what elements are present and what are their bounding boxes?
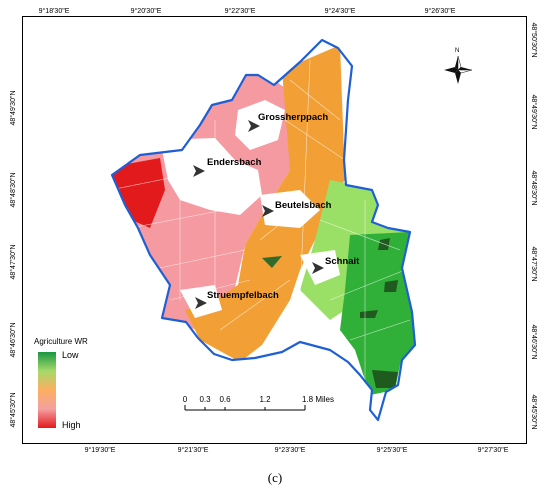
legend-high-label: High: [62, 420, 81, 430]
place-label-struempfelbach: Struempfelbach: [207, 290, 279, 301]
graticule-right-label: 48°49'30"N: [530, 94, 537, 130]
graticule-right-label: 48°50'30"N: [530, 22, 537, 58]
graticule-bottom-label: 9°27'30"E: [477, 447, 509, 454]
agriculture-wr-zones: [112, 40, 415, 420]
graticule-bottom-label: 9°25'30"E: [376, 447, 408, 454]
graticule-top-label: 9°18'30"E: [38, 8, 70, 15]
place-marker-schnait: [312, 262, 324, 274]
figure-caption: (c): [267, 470, 283, 485]
graticule-top-label: 9°24'30"E: [324, 8, 356, 15]
scale-label: 1.8 Miles: [301, 395, 335, 404]
forest-patch: [372, 370, 398, 388]
place-label-beutelsbach: Beutelsbach: [275, 200, 332, 211]
graticule-right-label: 48°48'30"N: [530, 170, 537, 206]
graticule-right-label: 48°47'30"N: [530, 246, 537, 282]
graticule-top-label: 9°26'30"E: [424, 8, 456, 15]
forest-patch: [384, 280, 398, 292]
place-label-grossherppach: Grossherppach: [258, 112, 329, 123]
scale-label: 0.3: [199, 395, 211, 404]
graticule-bottom-label: 9°21'30"E: [177, 447, 209, 454]
region-boundary: [110, 38, 417, 422]
forest-patch: [262, 256, 282, 268]
legend-low-label: Low: [62, 350, 79, 360]
scale-label: 0.6: [219, 395, 231, 404]
graticule-right-label: 48°45'30"N: [530, 394, 537, 430]
zone-low-green: [340, 232, 415, 395]
graticule-right-label: 48°46'30"N: [530, 324, 537, 360]
place-label-endersbach: Endersbach: [207, 157, 262, 168]
forest-patch: [360, 310, 378, 318]
graticule-bottom-label: 9°19'30"E: [84, 447, 116, 454]
zone-medium-orange: [185, 45, 345, 362]
north-arrow-icon: [444, 55, 473, 84]
graticule-bottom-label: 9°23'30"E: [274, 447, 306, 454]
place-marker-beutelsbach: [262, 205, 274, 217]
place-marker-struempfelbach: [195, 297, 207, 309]
graticule-top-label: 9°20'30"E: [130, 8, 162, 15]
scale-label: 1.2: [259, 395, 271, 404]
urban-endersbach: [160, 138, 262, 215]
north-label: N: [455, 48, 460, 54]
graticule-top-label: 9°22'30"E: [224, 8, 256, 15]
urban-beutelsbach: [260, 190, 320, 228]
scale-bar: [184, 405, 306, 411]
scale-label: 0: [182, 395, 188, 404]
urban-grossherppach: [235, 100, 285, 150]
legend-color-ramp: [38, 352, 56, 428]
legend-title: Agriculture WR: [34, 337, 88, 346]
place-label-schnait: Schnait: [325, 256, 360, 267]
place-marker-grossherppach: [248, 120, 260, 132]
place-marker-endersbach: [193, 165, 205, 177]
